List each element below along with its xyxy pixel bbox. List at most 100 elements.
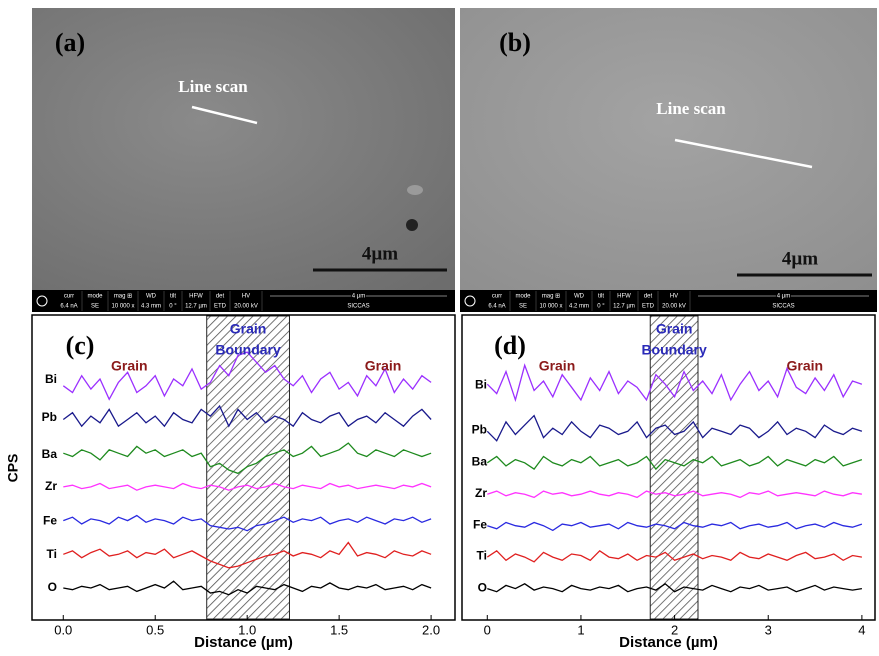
scale-bar-label: 4µm [362, 243, 398, 264]
info-value: ETD [214, 304, 227, 310]
series-line [62, 351, 432, 401]
grain-label: Grain [787, 358, 824, 374]
panel-label: (b) [499, 28, 531, 57]
series-label: Ti [47, 547, 57, 561]
series-label: Ba [472, 454, 488, 468]
x-tick-label: 0.5 [146, 622, 164, 637]
series-label: Fe [43, 513, 57, 527]
x-tick-label: 2.0 [422, 622, 440, 637]
scale-bar-label: 4µm [782, 248, 818, 269]
series-line [487, 521, 863, 532]
info-key: HFW [189, 294, 203, 300]
info-key: det [216, 294, 225, 300]
info-value: 4.2 mm [569, 304, 589, 310]
info-value: 20.00 kV [662, 304, 686, 310]
series-label: Zr [45, 479, 57, 493]
series-label: Pb [42, 410, 57, 424]
grain-boundary-region [206, 315, 290, 620]
info-value: 10 000 x [111, 304, 134, 310]
x-tick-label: 3 [765, 622, 772, 637]
info-value: SE [91, 304, 99, 310]
series-line [62, 404, 432, 428]
series-label: Ba [42, 447, 58, 461]
series-line [63, 482, 432, 491]
x-tick-label: 1.5 [330, 622, 348, 637]
line-scan-label: Line scan [178, 77, 248, 96]
boundary-label: Grain [230, 321, 267, 337]
series-label: Pb [472, 422, 487, 436]
series-line [486, 363, 863, 403]
x-axis-title: Distance (µm) [619, 634, 718, 651]
line-scan-path [674, 138, 813, 169]
series-line [63, 514, 432, 532]
info-bar [460, 290, 877, 312]
y-axis-title: CPS [5, 454, 21, 483]
sem-image-a [32, 8, 455, 290]
info-scale-label: 4 µm [777, 294, 790, 300]
x-tick-label: 0.0 [54, 622, 72, 637]
series-line [487, 582, 863, 593]
panel-frame [461, 314, 876, 621]
sem-image-b [460, 8, 877, 290]
series-label: Bi [475, 377, 487, 391]
series-line [487, 490, 863, 499]
info-key: mode [87, 294, 103, 300]
info-key: HFW [617, 294, 631, 300]
series-label: Bi [45, 372, 57, 386]
sem-feature [406, 219, 418, 231]
info-scale-label: 4 µm [352, 294, 365, 300]
info-value: SE [519, 304, 527, 310]
info-value: ETD [642, 304, 655, 310]
series-line [63, 541, 432, 569]
line-scan-path [191, 105, 258, 125]
x-tick-label: 1 [577, 622, 584, 637]
boundary-label: Boundary [215, 342, 281, 358]
grain-label: Grain [539, 358, 576, 374]
x-tick-label: 4 [858, 622, 865, 637]
panel-label: (d) [494, 331, 526, 360]
series-label: O [478, 580, 487, 594]
series-label: Zr [475, 486, 487, 500]
info-value: 12.7 µm [613, 304, 635, 310]
logo [464, 295, 476, 307]
info-key: tilt [598, 294, 604, 300]
info-value: 6.4 nA [488, 304, 505, 310]
info-key: HV [670, 294, 678, 300]
info-lab: SICCAS [772, 304, 794, 310]
info-key: mag ⊞ [114, 294, 132, 300]
series-label: Ti [477, 549, 487, 563]
info-key: det [644, 294, 653, 300]
boundary-label: Boundary [641, 342, 707, 358]
panel-label: (c) [66, 331, 95, 360]
panel-label: (a) [55, 28, 85, 57]
x-tick-label: 0 [484, 622, 491, 637]
line-scan-label: Line scan [656, 99, 726, 118]
series-line [486, 549, 863, 563]
info-lab: SICCAS [347, 304, 369, 310]
series-line [486, 455, 863, 471]
info-key: tilt [170, 294, 176, 300]
info-key: curr [64, 294, 74, 300]
grain-label: Grain [365, 358, 402, 374]
panel-frame [31, 314, 456, 621]
sem-feature [407, 185, 423, 195]
info-value: 12.7 µm [185, 304, 207, 310]
info-key: HV [242, 294, 250, 300]
info-value: 0 ° [597, 304, 605, 310]
series-line [63, 442, 432, 475]
series-label: Fe [473, 518, 487, 532]
info-value: 10 000 x [539, 304, 562, 310]
info-key: mag ⊞ [542, 294, 560, 300]
info-key: curr [492, 294, 502, 300]
info-value: 0 ° [169, 304, 177, 310]
info-value: 20.00 kV [234, 304, 258, 310]
x-tick-label: 2 [671, 622, 678, 637]
x-tick-label: 1.0 [238, 622, 256, 637]
grain-label: Grain [111, 358, 148, 374]
series-label: O [48, 580, 57, 594]
info-key: WD [574, 294, 585, 300]
info-value: 4.3 mm [141, 304, 161, 310]
info-key: WD [146, 294, 157, 300]
series-line [486, 414, 863, 442]
